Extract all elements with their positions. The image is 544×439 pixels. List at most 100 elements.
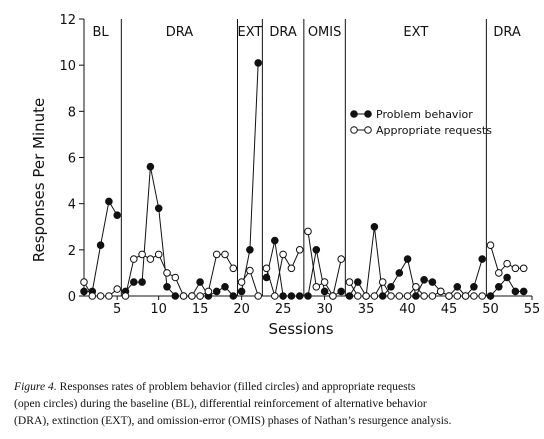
legend-label: Problem behavior (376, 108, 473, 121)
problem-behavior-point (96, 241, 105, 249)
appropriate-request-point (428, 292, 437, 300)
problem-behavior-point (354, 278, 362, 286)
appropriate-request-point (453, 292, 462, 300)
y-tick-label: 0 (68, 290, 76, 305)
series-layer (80, 59, 528, 300)
problem-behavior-point (304, 292, 312, 300)
appropriate-request-point (486, 241, 495, 249)
problem-behavior-point (495, 283, 503, 291)
appropriate-request-point (511, 264, 520, 273)
y-tick-label: 10 (59, 59, 76, 74)
problem-behavior-point (287, 292, 296, 300)
appropriate-request-point (204, 287, 213, 296)
caption-line-3: (DRA), extinction (EXT), and omission-er… (14, 414, 452, 427)
problem-behavior-point (370, 223, 379, 231)
appropriate-request-point (436, 287, 445, 296)
phase-change-lines (120, 19, 487, 296)
problem-behavior-point (337, 287, 346, 296)
problem-behavior-point (395, 269, 404, 277)
phase-label-bl: BL (93, 25, 110, 40)
legend-marker (364, 126, 372, 134)
problem-behavior-point (271, 236, 279, 245)
x-tick-label: 45 (441, 302, 458, 317)
appropriate-request-point (105, 292, 113, 300)
phase-labels: BL DRA EXT DRA OMIS EXT DRA (93, 25, 521, 40)
plot-frame (83, 19, 532, 297)
appropriate-request-point (378, 278, 387, 286)
problem-behavior-point (279, 292, 287, 300)
appropriate-request-point (295, 246, 304, 254)
x-tick-label: 15 (192, 302, 209, 317)
y-axis-title: Responses Per Minute (30, 98, 48, 263)
problem-behavior-point (378, 292, 387, 300)
series-line-problem-behavior (241, 62, 259, 292)
legend-marker (350, 110, 358, 118)
appropriate-request-point (395, 292, 404, 300)
x-tick-label: 20 (233, 302, 250, 317)
x-tick-label: 55 (524, 302, 541, 317)
legend: Problem behavior Appropriate requests (350, 108, 492, 137)
x-tick-label: 5 (113, 302, 121, 317)
figure-caption: Figure 4. Responses rates of problem beh… (14, 378, 536, 429)
problem-behavior-point (478, 255, 487, 263)
appropriate-request-point (470, 292, 478, 300)
appropriate-request-point (420, 292, 428, 300)
appropriate-request-point (188, 292, 196, 300)
phase-label-omis: OMIS (308, 25, 342, 40)
problem-behavior-point (237, 287, 246, 296)
problem-behavior-point (503, 273, 511, 282)
appropriate-request-point (495, 269, 503, 277)
appropriate-request-point (221, 250, 229, 259)
problem-behavior-point (470, 283, 478, 291)
caption-line-2: (open circles) during the baseline (BL),… (14, 397, 427, 410)
appropriate-request-point (354, 292, 362, 300)
appropriate-request-point (519, 264, 528, 273)
appropriate-request-point (88, 292, 97, 300)
problem-behavior-point (486, 292, 495, 300)
problem-behavior-point (221, 283, 229, 291)
y-tick-label: 8 (68, 105, 76, 120)
x-tick-label: 10 (150, 302, 167, 317)
phase-label-dra: DRA (269, 25, 297, 40)
phase-label-ext: EXT (238, 25, 263, 40)
appropriate-request-point (246, 266, 254, 275)
problem-behavior-point (113, 211, 121, 219)
series-line-problem-behavior (125, 166, 234, 297)
y-tick-label: 6 (68, 152, 76, 167)
problem-behavior-point (138, 278, 146, 286)
appropriate-request-point (312, 283, 321, 291)
y-tick-label: 4 (68, 198, 76, 213)
problem-behavior-point (428, 278, 437, 286)
appropriate-request-point (320, 278, 329, 286)
x-tick-label: 40 (399, 302, 416, 317)
problem-behavior-point (80, 287, 88, 296)
appropriate-request-point (80, 278, 88, 286)
series-problem-behavior (80, 59, 528, 300)
x-tick-label: 35 (358, 302, 375, 317)
appropriate-request-point (387, 292, 395, 300)
legend-marker (364, 110, 372, 118)
x-tick-label: 50 (482, 302, 499, 317)
appropriate-request-point (370, 292, 379, 300)
appropriate-request-point (287, 264, 296, 273)
problem-behavior-point (196, 278, 204, 286)
phase-label-ext: EXT (403, 25, 428, 40)
problem-behavior-point (519, 287, 528, 296)
appropriate-request-point (163, 269, 171, 277)
appropriate-request-point (146, 255, 155, 263)
problem-behavior-point (345, 292, 354, 300)
x-tick-label: 25 (275, 302, 292, 317)
appropriate-request-point (329, 292, 337, 300)
y-axis: 0 2 4 6 8 10 12 (59, 13, 84, 305)
appropriate-request-point (279, 250, 287, 259)
phase-label-dra: DRA (166, 25, 194, 40)
appropriate-request-point (229, 264, 238, 273)
problem-behavior-point (320, 287, 329, 296)
resurgence-chart: BL DRA EXT DRA OMIS EXT DRA 0 2 4 6 8 10 12 5 10 15 20 2… (30, 13, 541, 338)
appropriate-request-point (130, 255, 138, 263)
problem-behavior-point (420, 276, 428, 284)
appropriate-request-point (271, 292, 279, 300)
problem-behavior-point (412, 292, 420, 300)
problem-behavior-point (254, 59, 263, 67)
appropriate-request-point (237, 278, 246, 286)
